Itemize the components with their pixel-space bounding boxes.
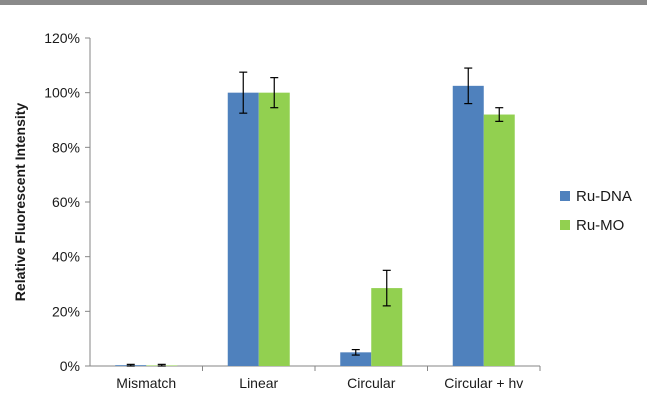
y-tick-label: 120%: [44, 30, 80, 46]
y-tick-label: 20%: [52, 303, 80, 319]
y-tick-label: 0%: [60, 358, 80, 374]
bar-ru-dna: [340, 352, 372, 366]
y-axis-title: Relative Fluorescent Intensity: [12, 103, 28, 302]
x-tick-label: Circular: [347, 375, 396, 391]
y-tick-label: 60%: [52, 194, 80, 210]
bar-ru-dna: [227, 92, 259, 367]
x-tick-label: Linear: [239, 375, 278, 391]
legend-swatch-ru-dna: [560, 191, 570, 201]
legend: Ru-DNA Ru-MO: [560, 188, 632, 234]
bar-ru-dna: [452, 85, 484, 366]
bar-ru-mo: [483, 114, 515, 367]
plot-area: 0% 20% 40% 60% 80% 100% 120% Mismatch Linear Circ…: [44, 30, 541, 391]
y-tick-label: 40%: [52, 249, 80, 265]
legend-label: Ru-DNA: [576, 188, 632, 205]
legend-label: Ru-MO: [576, 217, 624, 234]
x-tick-label: Mismatch: [116, 375, 176, 391]
y-tick-label: 80%: [52, 139, 80, 155]
legend-swatch-ru-mo: [560, 220, 570, 230]
y-tick-label: 100%: [44, 85, 80, 101]
top-rule: [0, 0, 647, 5]
bar-ru-mo: [258, 92, 290, 367]
x-tick-label: Circular + hv: [444, 375, 523, 391]
